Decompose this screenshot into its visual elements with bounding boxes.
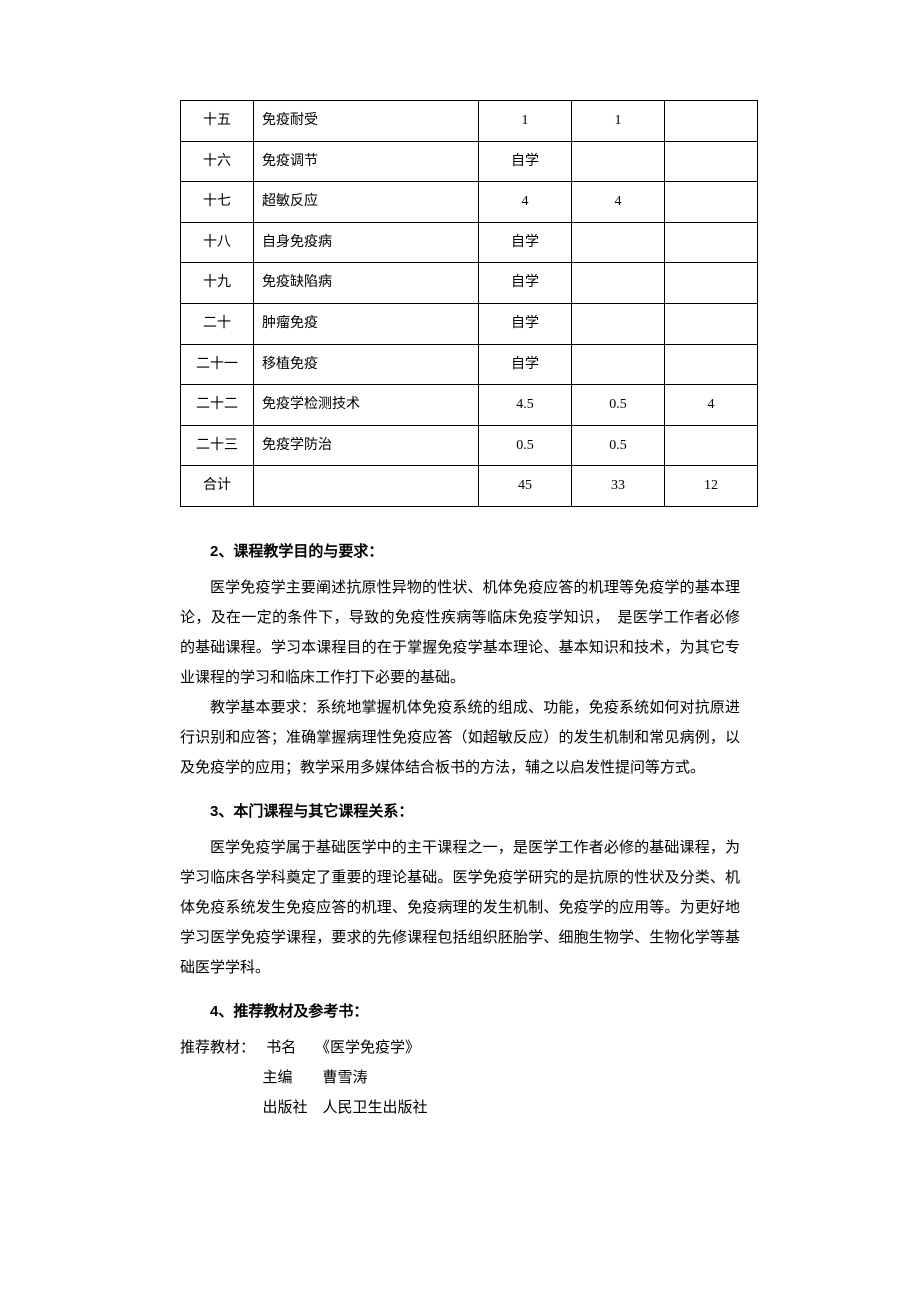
row-value-1: 4.5 bbox=[479, 385, 572, 426]
row-value-1: 自学 bbox=[479, 344, 572, 385]
section-3-heading: 3、本门课程与其它课程关系： bbox=[180, 797, 740, 827]
row-number: 合计 bbox=[181, 466, 254, 507]
section-3-para-1: 医学免疫学属于基础医学中的主干课程之一，是医学工作者必修的基础课程，为学习临床各… bbox=[180, 833, 740, 983]
row-value-3 bbox=[665, 303, 758, 344]
row-value-3 bbox=[665, 101, 758, 142]
row-value-1: 1 bbox=[479, 101, 572, 142]
textbook-publisher-line: 出版社 人民卫生出版社 bbox=[180, 1093, 740, 1123]
row-value-2: 1 bbox=[572, 101, 665, 142]
row-topic: 免疫学防治 bbox=[254, 425, 479, 466]
document-page: 十五免疫耐受11十六免疫调节自学十七超敏反应44十八自身免疫病自学十九免疫缺陷病… bbox=[0, 0, 920, 1223]
table-row: 二十二免疫学检测技术4.50.54 bbox=[181, 385, 758, 426]
body-text: 2、课程教学目的与要求： 医学免疫学主要阐述抗原性异物的性状、机体免疫应答的机理… bbox=[180, 537, 740, 1123]
table-body: 十五免疫耐受11十六免疫调节自学十七超敏反应44十八自身免疫病自学十九免疫缺陷病… bbox=[181, 101, 758, 507]
section-2-para-2: 教学基本要求：系统地掌握机体免疫系统的组成、功能，免疫系统如何对抗原进行识别和应… bbox=[180, 693, 740, 783]
table-row: 合计 453312 bbox=[181, 466, 758, 507]
row-value-2 bbox=[572, 263, 665, 304]
row-topic bbox=[254, 466, 479, 507]
section-4-heading: 4、推荐教材及参考书： bbox=[180, 997, 740, 1027]
row-topic: 自身免疫病 bbox=[254, 222, 479, 263]
row-number: 二十二 bbox=[181, 385, 254, 426]
table-row: 十八自身免疫病自学 bbox=[181, 222, 758, 263]
row-value-1: 自学 bbox=[479, 303, 572, 344]
row-value-3 bbox=[665, 263, 758, 304]
row-number: 十七 bbox=[181, 182, 254, 223]
row-value-1: 0.5 bbox=[479, 425, 572, 466]
table-row: 十九免疫缺陷病自学 bbox=[181, 263, 758, 304]
textbook-title-line: 推荐教材： 书名 《医学免疫学》 bbox=[180, 1033, 740, 1063]
row-topic: 肿瘤免疫 bbox=[254, 303, 479, 344]
row-value-3 bbox=[665, 141, 758, 182]
row-topic: 免疫耐受 bbox=[254, 101, 479, 142]
row-value-2 bbox=[572, 344, 665, 385]
row-value-1: 4 bbox=[479, 182, 572, 223]
row-value-3 bbox=[665, 222, 758, 263]
row-number: 二十三 bbox=[181, 425, 254, 466]
row-number: 十九 bbox=[181, 263, 254, 304]
row-topic: 超敏反应 bbox=[254, 182, 479, 223]
row-value-2: 0.5 bbox=[572, 425, 665, 466]
row-topic: 免疫调节 bbox=[254, 141, 479, 182]
textbook-editor-line: 主编 曹雪涛 bbox=[180, 1063, 740, 1093]
row-value-1: 自学 bbox=[479, 141, 572, 182]
row-value-3: 12 bbox=[665, 466, 758, 507]
row-value-3: 4 bbox=[665, 385, 758, 426]
table-row: 十六免疫调节自学 bbox=[181, 141, 758, 182]
section-2-heading: 2、课程教学目的与要求： bbox=[180, 537, 740, 567]
row-value-2 bbox=[572, 141, 665, 182]
row-value-2: 33 bbox=[572, 466, 665, 507]
row-value-2 bbox=[572, 303, 665, 344]
row-number: 十八 bbox=[181, 222, 254, 263]
row-number: 十六 bbox=[181, 141, 254, 182]
row-value-3 bbox=[665, 425, 758, 466]
row-number: 二十 bbox=[181, 303, 254, 344]
row-value-3 bbox=[665, 182, 758, 223]
row-value-2 bbox=[572, 222, 665, 263]
row-value-1: 45 bbox=[479, 466, 572, 507]
row-value-3 bbox=[665, 344, 758, 385]
row-value-1: 自学 bbox=[479, 222, 572, 263]
table-row: 二十一移植免疫自学 bbox=[181, 344, 758, 385]
table-row: 二十三免疫学防治0.50.5 bbox=[181, 425, 758, 466]
row-value-2: 4 bbox=[572, 182, 665, 223]
section-2-para-1: 医学免疫学主要阐述抗原性异物的性状、机体免疫应答的机理等免疫学的基本理论，及在一… bbox=[180, 573, 740, 693]
row-topic: 免疫学检测技术 bbox=[254, 385, 479, 426]
row-number: 十五 bbox=[181, 101, 254, 142]
row-value-2: 0.5 bbox=[572, 385, 665, 426]
table-row: 十五免疫耐受11 bbox=[181, 101, 758, 142]
row-number: 二十一 bbox=[181, 344, 254, 385]
row-topic: 免疫缺陷病 bbox=[254, 263, 479, 304]
row-value-1: 自学 bbox=[479, 263, 572, 304]
row-topic: 移植免疫 bbox=[254, 344, 479, 385]
table-row: 十七超敏反应44 bbox=[181, 182, 758, 223]
course-hours-table: 十五免疫耐受11十六免疫调节自学十七超敏反应44十八自身免疫病自学十九免疫缺陷病… bbox=[180, 100, 758, 507]
table-row: 二十肿瘤免疫自学 bbox=[181, 303, 758, 344]
